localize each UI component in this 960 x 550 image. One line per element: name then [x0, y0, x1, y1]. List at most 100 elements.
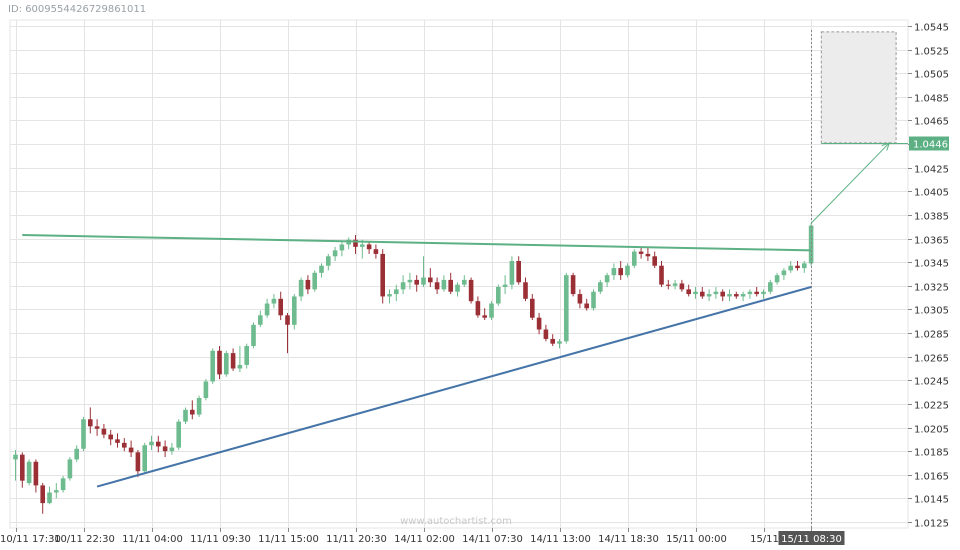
candle-body [475, 301, 481, 316]
candle-body [523, 282, 528, 299]
candle-body [700, 291, 705, 297]
candle-body [774, 275, 780, 283]
y-tick-label: 1.0165 [914, 472, 949, 483]
candle-body [693, 291, 698, 295]
candles [13, 223, 814, 514]
grid [9, 19, 909, 529]
candle-body [740, 294, 746, 297]
candle-body [788, 265, 793, 271]
candle-body [74, 448, 79, 460]
candle-body [666, 284, 671, 286]
plot-border [9, 19, 909, 529]
y-tick-label: 1.0125 [914, 519, 949, 530]
candle-body [557, 341, 562, 344]
candle-body [285, 315, 290, 325]
candle-body [360, 244, 365, 247]
x-tick-label: 11/11 04:00 [122, 534, 183, 545]
x-tick-label: 11/11 20:30 [326, 534, 387, 545]
candle-body [570, 275, 576, 295]
candle-body [516, 261, 521, 283]
candle-body [455, 284, 460, 292]
target-arrow [810, 142, 890, 224]
y-tick-label: 1.0365 [914, 236, 949, 247]
candle-body [40, 485, 45, 504]
x-tick-label: 15/11 00:00 [666, 534, 727, 545]
candle-body [652, 256, 657, 266]
y-tick-label: 1.0345 [914, 259, 949, 270]
candle-body [224, 353, 229, 375]
candle-body [543, 329, 549, 339]
candle-body [190, 409, 195, 415]
candle-body [33, 461, 39, 486]
candle-body [326, 256, 331, 266]
candle-body [645, 253, 651, 257]
candle-body [761, 291, 766, 295]
y-tick-label: 1.0525 [914, 47, 949, 58]
candle-body [727, 294, 732, 297]
candle-body [502, 284, 508, 287]
candle-body [264, 303, 270, 316]
y-tick-label: 1.0545 [914, 23, 949, 34]
candle-body [162, 446, 168, 452]
y-tick-label: 1.0325 [914, 283, 949, 294]
candle-body [604, 275, 610, 283]
y-tick-label: 1.0305 [914, 306, 949, 317]
y-tick-label: 1.0225 [914, 401, 949, 412]
candle-body [632, 251, 637, 266]
candle-body [808, 225, 814, 264]
target-arrowhead [881, 142, 891, 151]
candle-body [618, 268, 623, 276]
candle-body [598, 282, 603, 292]
candle-body [434, 282, 440, 290]
candle-body [332, 250, 338, 257]
y-tick-label: 1.0185 [914, 448, 949, 459]
candle-body [237, 364, 243, 369]
x-tick-label: 14/11 13:00 [530, 534, 591, 545]
candle-body [203, 381, 209, 398]
chart-id-label: ID: 6009554426729861011 [8, 4, 147, 15]
candle-body [60, 478, 66, 491]
candle-body [802, 263, 807, 269]
candle-body [394, 289, 399, 295]
candle-body [781, 270, 787, 276]
candle-body [94, 426, 100, 429]
watermark: www.autochartist.com [400, 516, 512, 527]
candle-body [380, 253, 385, 297]
candle-body [421, 277, 426, 285]
candle-body [20, 454, 25, 481]
y-tick-label: 1.0425 [914, 165, 949, 176]
candle-body [584, 303, 589, 309]
x-tick-label: 15/11 [750, 534, 779, 545]
candle-body [747, 291, 753, 295]
candle-body [312, 272, 317, 290]
candle-body [244, 346, 249, 365]
candle-body [509, 261, 515, 285]
target-projection [820, 31, 908, 144]
candle-body [122, 442, 127, 448]
candle-body [713, 291, 719, 295]
x-tick-label: 14/11 02:00 [394, 534, 455, 545]
candle-body [47, 492, 52, 504]
candle-body [176, 421, 181, 448]
candle-body [128, 447, 134, 453]
candle-body [625, 265, 630, 276]
candle-body [353, 239, 358, 247]
candle-body [298, 279, 304, 297]
y-tick-label: 1.0405 [914, 188, 949, 199]
x-tick-label: 10/11 17:30 [0, 534, 61, 545]
candle-body [366, 244, 372, 250]
candle-body [149, 441, 154, 446]
candle-body [768, 282, 773, 292]
candle-body [672, 283, 678, 286]
axes: 1.0125 1.0145 1.0165 1.0185 1.0205 1.0225 1.02… [0, 23, 949, 545]
y-tick-label: 1.0285 [914, 330, 949, 341]
y-tick-label: 1.0385 [914, 212, 949, 223]
candle-body [13, 454, 18, 460]
y-tick-label: 1.0505 [914, 70, 949, 81]
candle-body [108, 434, 113, 440]
candle-body [54, 490, 59, 493]
candle-body [496, 286, 501, 304]
candle-body [734, 294, 739, 297]
x-tick-label-current: 15/11 08:30 [781, 534, 842, 545]
